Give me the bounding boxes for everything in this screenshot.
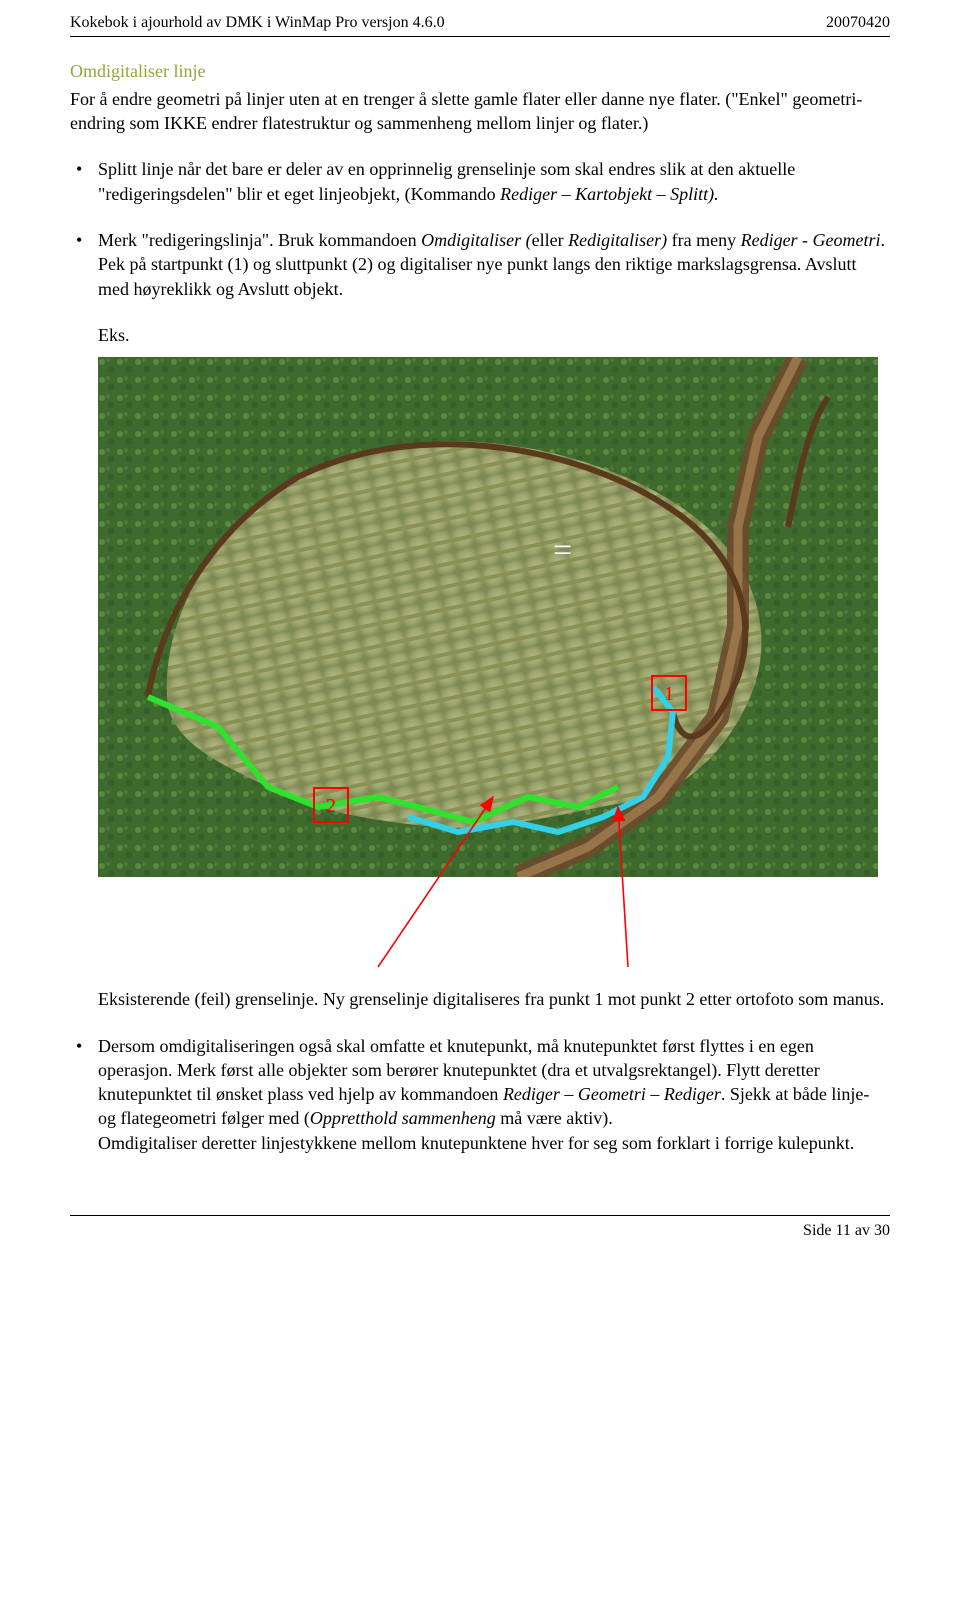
bullet-italic: Rediger – Kartobjekt – Splitt). bbox=[500, 184, 718, 204]
bullet-text: Avslutt objekt bbox=[237, 279, 338, 299]
bullet-italic: Oppretthold sammenheng bbox=[310, 1108, 496, 1128]
intro-paragraph: For å endre geometri på linjer uten at e… bbox=[70, 87, 890, 136]
bullet-italic: Rediger – Geometri – Rediger bbox=[503, 1084, 721, 1104]
bullet-text: Merk "redigeringslinja". Bruk kommandoen bbox=[98, 230, 421, 250]
marker-label-2: 2 bbox=[326, 795, 336, 817]
bullet-splitt: Splitt linje når det bare er deler av en… bbox=[98, 157, 890, 206]
bullet-italic: Redigitaliser) bbox=[568, 230, 671, 250]
bullet-merk: Merk "redigeringslinja". Bruk kommandoen… bbox=[98, 228, 890, 301]
bullet-text: eller bbox=[532, 230, 568, 250]
map-figure: = 1 2 bbox=[98, 357, 878, 977]
bullet-text: . bbox=[339, 279, 344, 299]
equals-label: = bbox=[553, 532, 572, 569]
header-left: Kokebok i ajourhold av DMK i WinMap Pro … bbox=[70, 12, 445, 34]
section-title: Omdigitaliser linje bbox=[70, 59, 890, 83]
page-header: Kokebok i ajourhold av DMK i WinMap Pro … bbox=[70, 0, 890, 37]
bullet-text: fra meny bbox=[672, 230, 741, 250]
figure-container: = 1 2 bbox=[98, 357, 878, 977]
aerial-image: = bbox=[98, 357, 878, 877]
header-right: 20070420 bbox=[826, 12, 890, 34]
bullet-knutepunkt: Dersom omdigitaliseringen også skal omfa… bbox=[98, 1034, 890, 1155]
marker-label-1: 1 bbox=[664, 683, 674, 705]
bullet-italic: Omdigitaliser ( bbox=[421, 230, 532, 250]
figure-caption: Eksisterende (feil) grenselinje. Ny gren… bbox=[98, 987, 890, 1011]
bullet-text: Omdigitaliser deretter linjestykkene mel… bbox=[98, 1133, 854, 1153]
bullet-italic: Rediger - Geometri bbox=[741, 230, 881, 250]
page-footer: Side 11 av 30 bbox=[70, 1216, 890, 1248]
bullet-text: må være aktiv). bbox=[496, 1108, 613, 1128]
example-label: Eks. bbox=[98, 323, 890, 347]
